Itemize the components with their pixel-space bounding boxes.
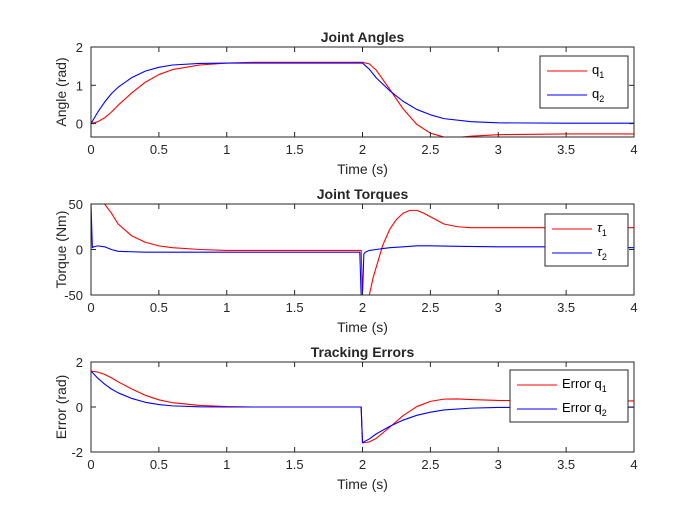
legend-label: q2 bbox=[592, 86, 604, 104]
x-tick-label: 2.5 bbox=[421, 142, 439, 157]
x-tick-label: 4 bbox=[630, 457, 637, 472]
x-tick-label: 1.5 bbox=[286, 142, 304, 157]
legend-label-subscript: 1 bbox=[602, 228, 607, 238]
x-tick-label: 0.5 bbox=[150, 457, 168, 472]
x-axis-label: Time (s) bbox=[337, 476, 388, 492]
x-tick-label: 3.5 bbox=[557, 142, 575, 157]
y-axis-label: Error (rad) bbox=[53, 375, 69, 440]
x-tick-label: 2.5 bbox=[421, 457, 439, 472]
x-tick-label: 1.5 bbox=[286, 300, 304, 315]
x-tick-label: 0 bbox=[87, 457, 94, 472]
series-line-error_q2 bbox=[91, 370, 634, 444]
x-tick-label: 2 bbox=[359, 300, 366, 315]
legend-label-subscript: 2 bbox=[602, 252, 607, 262]
y-tick-label: 0 bbox=[76, 243, 83, 258]
x-tick-label: 0 bbox=[87, 142, 94, 157]
chart-title: Joint Angles bbox=[321, 29, 405, 45]
legend-label-base: τ bbox=[597, 244, 603, 259]
x-tick-label: 2 bbox=[359, 142, 366, 157]
x-tick-label: 4 bbox=[630, 300, 637, 315]
legend-box bbox=[544, 213, 629, 267]
x-tick-label: 3 bbox=[495, 142, 502, 157]
chart-title: Joint Torques bbox=[317, 186, 409, 202]
subplot-1: 0 0.5 1 1.5 2 2.5 3 3.5 4 0 1 2 Joint Angles Time (s)… bbox=[53, 29, 638, 177]
x-tick-label: 1 bbox=[223, 457, 230, 472]
legend-label: Error q2 bbox=[562, 400, 607, 418]
legend-box bbox=[509, 369, 629, 423]
legend-label-base: q bbox=[592, 62, 599, 77]
y-tick-label: -2 bbox=[71, 445, 83, 460]
y-tick-label: 2 bbox=[76, 355, 83, 370]
x-tick-label: 1.5 bbox=[286, 457, 304, 472]
series-line-tau1 bbox=[91, 204, 634, 295]
x-tick-label: 2.5 bbox=[421, 300, 439, 315]
y-tick-label: 1 bbox=[76, 78, 83, 93]
y-axis-label: Torque (Nm) bbox=[53, 211, 69, 289]
legend-label-subscript: 2 bbox=[599, 94, 604, 104]
legend-label-subscript: 2 bbox=[602, 408, 607, 418]
y-tick-label: 0 bbox=[76, 117, 83, 132]
x-tick-label: 3.5 bbox=[557, 300, 575, 315]
x-tick-label: 2 bbox=[359, 457, 366, 472]
legend-box bbox=[539, 55, 629, 109]
legend-label: Error q1 bbox=[562, 376, 607, 394]
series-line-q2 bbox=[91, 62, 634, 124]
x-tick-label: 3 bbox=[495, 300, 502, 315]
x-tick-label: 4 bbox=[630, 142, 637, 157]
series-line-tau2 bbox=[91, 204, 634, 295]
x-tick-label: 3 bbox=[495, 457, 502, 472]
y-tick-label: 0 bbox=[76, 400, 83, 415]
x-tick-label: 1 bbox=[223, 142, 230, 157]
chart-title: Tracking Errors bbox=[311, 344, 415, 360]
y-tick-label: 50 bbox=[69, 197, 83, 212]
legend-label-base: q bbox=[592, 86, 599, 101]
legend-label-subscript: 1 bbox=[599, 70, 604, 80]
subplot-2: 0 0.5 1 1.5 2 2.5 3 3.5 4 -50 0 50 Joint Torques Time… bbox=[53, 186, 638, 335]
legend-label: q1 bbox=[592, 62, 604, 80]
series-line-q1 bbox=[91, 61, 634, 137]
y-tick-label: 2 bbox=[76, 40, 83, 55]
y-axis-label: Angle (rad) bbox=[53, 57, 69, 126]
legend-label-base: τ bbox=[597, 220, 603, 235]
legend-label-base: Error q bbox=[562, 400, 602, 415]
x-axis-label: Time (s) bbox=[337, 319, 388, 335]
legend-label: τ1 bbox=[597, 220, 607, 238]
x-tick-label: 3.5 bbox=[557, 457, 575, 472]
x-axis-label: Time (s) bbox=[337, 161, 388, 177]
x-tick-label: 0.5 bbox=[150, 300, 168, 315]
legend-label: τ2 bbox=[597, 244, 607, 262]
legend-label-subscript: 1 bbox=[602, 384, 607, 394]
legend-label-base: Error q bbox=[562, 376, 602, 391]
x-tick-label: 0 bbox=[87, 300, 94, 315]
y-tick-label: -50 bbox=[64, 288, 83, 303]
subplot-3: 0 0.5 1 1.5 2 2.5 3 3.5 4 -2 0 2 Tracking Errors Time… bbox=[53, 344, 638, 492]
x-tick-label: 1 bbox=[223, 300, 230, 315]
x-tick-label: 0.5 bbox=[150, 142, 168, 157]
